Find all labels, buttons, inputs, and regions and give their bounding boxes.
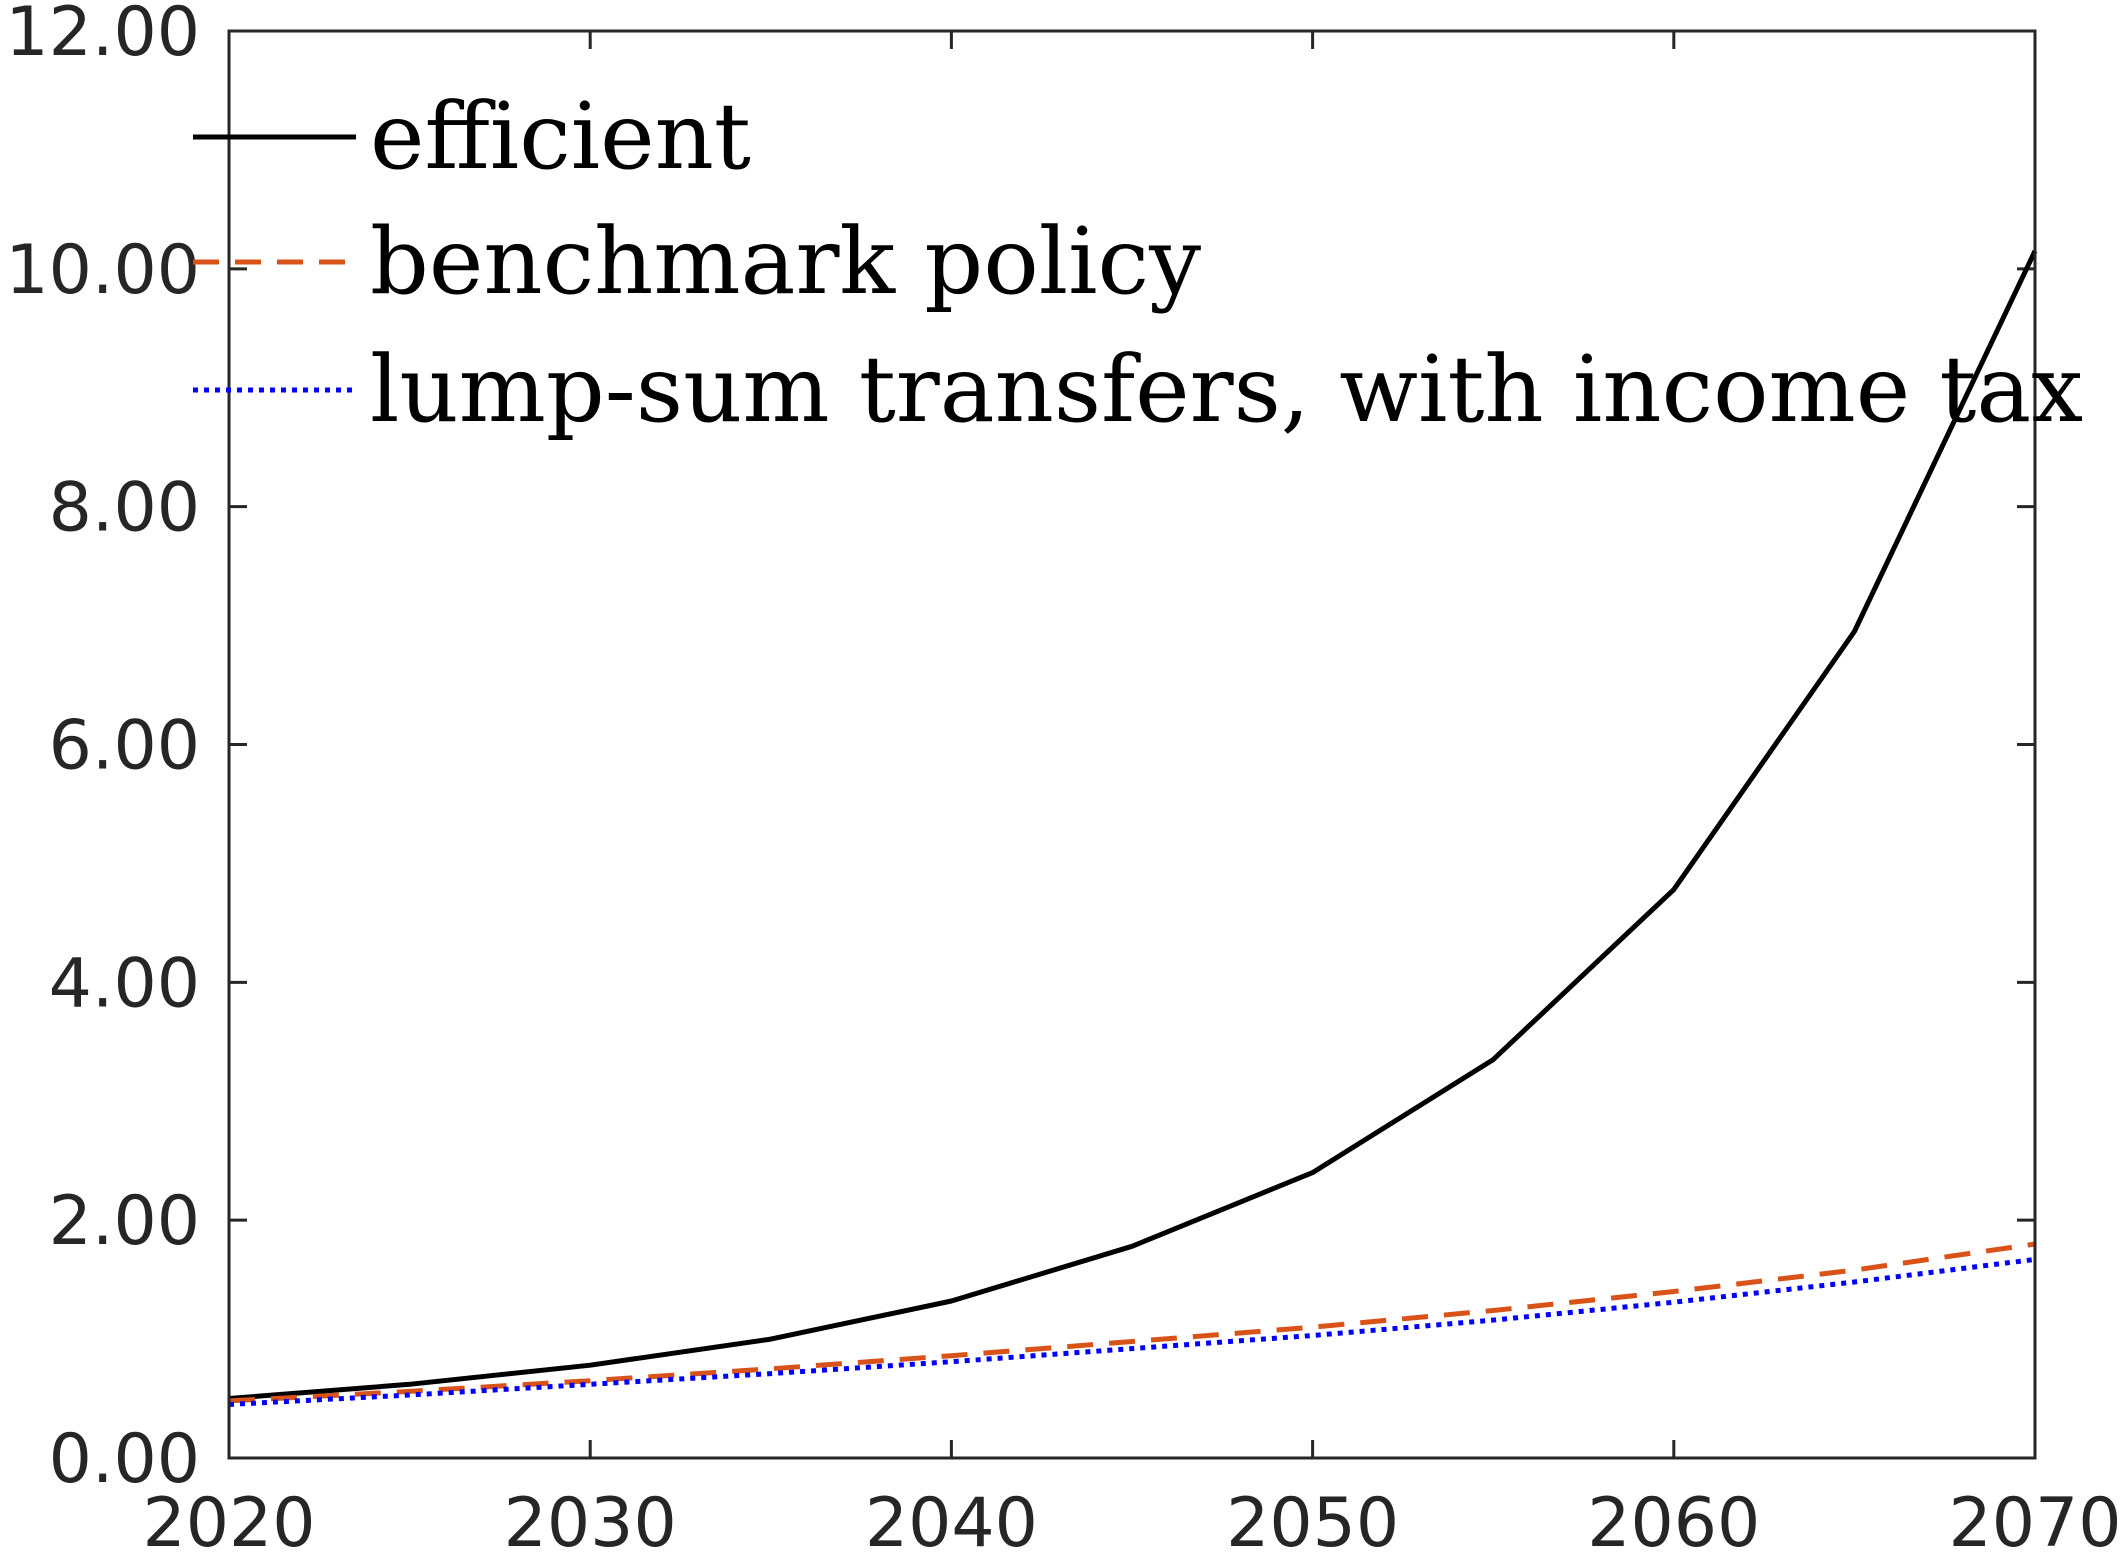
series-line-2 — [228, 1256, 2036, 1407]
legend-label-0: efficient — [370, 83, 751, 190]
legend: efficient benchmark policy lump-sum transf… — [193, 83, 2083, 443]
y-tick-label-3: 6.00 — [49, 707, 200, 786]
y-tick-label-0: 0.00 — [49, 1420, 200, 1499]
x-tick-label-5: 2070 — [1948, 1484, 2121, 1554]
series-line-1 — [228, 1241, 2036, 1404]
series-line-0 — [228, 249, 2038, 1401]
y-tick-label-1: 2.00 — [49, 1182, 200, 1261]
x-tick-label-1: 2030 — [504, 1484, 677, 1554]
x-tick-label-4: 2060 — [1587, 1484, 1760, 1554]
series-lines — [228, 249, 2038, 1407]
x-tick-label-3: 2050 — [1226, 1484, 1399, 1554]
x-tick-label-0: 2020 — [142, 1484, 315, 1554]
y-tick-labels: 0.00 2.00 4.00 6.00 8.00 10.00 12.00 — [5, 0, 200, 1499]
legend-label-1: benchmark policy — [370, 208, 1201, 315]
plot-area-frame — [227, 29, 2037, 1460]
y-tick-label-4: 8.00 — [49, 469, 200, 548]
y-tick-label-2: 4.00 — [49, 944, 200, 1023]
x-tick-labels: 2020 2030 2040 2050 2060 2070 — [142, 1484, 2121, 1554]
y-tick-label-5: 10.00 — [5, 231, 200, 310]
y-tick-label-6: 12.00 — [5, 0, 200, 72]
legend-label-2: lump-sum transfers, with income tax — [370, 336, 2083, 443]
x-tick-label-2: 2040 — [865, 1484, 1038, 1554]
